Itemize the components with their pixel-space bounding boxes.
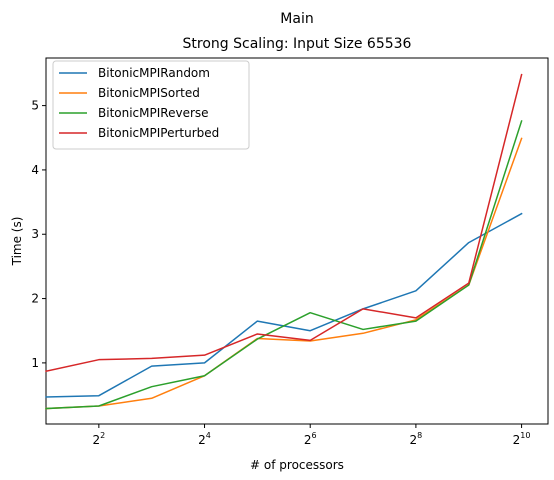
legend-label: BitonicMPISorted [98,86,200,100]
x-tick-exponent: 8 [417,431,422,440]
legend-label: BitonicMPIPerturbed [98,126,219,140]
x-tick-base: 2 [410,433,418,447]
legend: BitonicMPIRandom BitonicMPISorted BitonicM… [52,60,250,150]
x-tick-label: 28 [410,431,423,447]
plot-frame [45,57,549,425]
x-tick-label: 22 [92,431,105,447]
x-tick-exponent: 6 [311,431,316,440]
x-tick-exponent: 10 [520,431,530,440]
series-line-bitonicmpiperturbed [45,73,523,373]
x-tick-base: 2 [92,433,100,447]
x-tick-exponent: 4 [206,431,211,440]
x-tick-base: 2 [513,433,521,447]
y-axis-label: Time (s) [10,217,24,267]
legend-label: BitonicMPIRandom [98,66,210,80]
series-line-bitonicmpireverse [45,120,523,410]
x-axis-label: # of processors [250,458,344,472]
y-tick-label: 5 [31,99,39,113]
y-tick-label: 3 [31,227,39,241]
x-tick-label: 24 [198,431,211,447]
x-tick-label: 210 [513,431,531,447]
series-line-bitonicmpirandom [45,212,523,398]
x-tick-label: 26 [304,431,317,447]
y-tick-label: 4 [31,163,39,177]
series-line-bitonicmpisorted [45,137,523,410]
legend-label: BitonicMPIReverse [98,106,209,120]
x-axis-ticks: 22 24 26 28 210 [92,424,530,447]
x-tick-exponent: 2 [100,431,105,440]
x-tick-base: 2 [198,433,206,447]
x-tick-base: 2 [304,433,312,447]
chart-subtitle: Strong Scaling: Input Size 65536 [183,36,412,52]
legend-items: BitonicMPIRandom BitonicMPISorted BitonicM… [59,66,219,140]
legend-frame [52,60,250,150]
chart-title: Main [280,11,313,27]
series-layer [45,73,523,410]
y-tick-label: 1 [31,356,39,370]
y-tick-label: 2 [31,292,39,306]
y-axis-ticks: 1 2 3 4 5 [31,99,46,370]
